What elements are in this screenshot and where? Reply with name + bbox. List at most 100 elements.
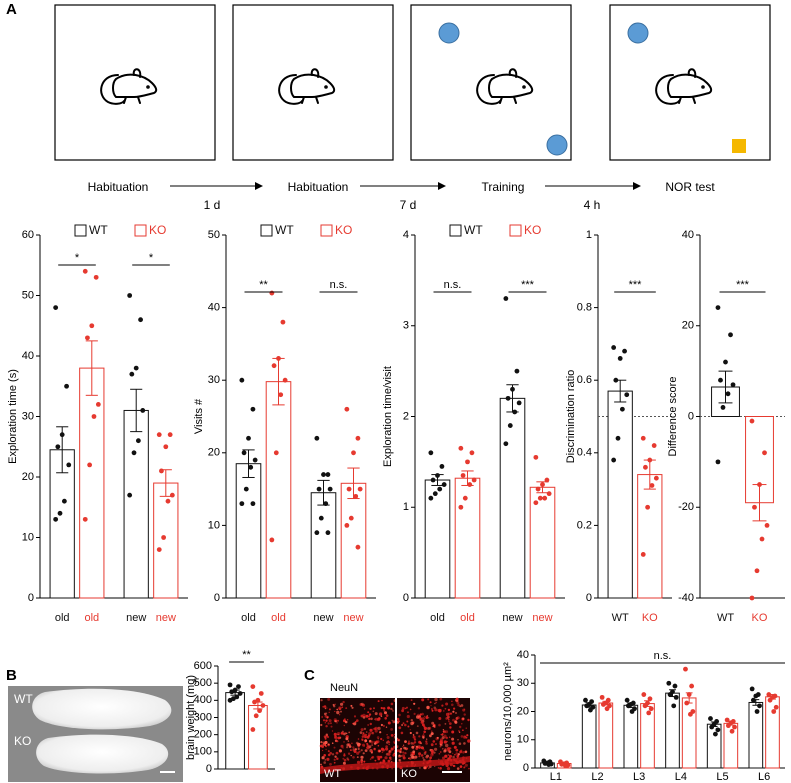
cell (419, 717, 423, 721)
data-point (715, 459, 721, 465)
cell (365, 731, 368, 733)
x-tick-label: new (313, 612, 333, 624)
cell (398, 726, 402, 730)
x-tick-label: old (84, 612, 99, 624)
cell (361, 735, 364, 738)
cell (387, 759, 391, 763)
cell (413, 712, 416, 716)
cell (328, 711, 330, 713)
cell (414, 755, 418, 759)
significance-label: *** (736, 279, 750, 291)
cell (340, 702, 344, 706)
cell (385, 726, 388, 728)
object-circle (438, 22, 460, 44)
cell (346, 719, 349, 721)
cell (415, 747, 419, 750)
data-point (87, 462, 93, 468)
data-point (156, 547, 162, 552)
cell (452, 755, 455, 759)
cell (439, 746, 441, 748)
cell (331, 753, 335, 756)
cell (413, 738, 417, 741)
cell (378, 750, 381, 753)
cell (468, 767, 470, 770)
cell (412, 748, 414, 750)
cell (367, 711, 370, 714)
cell (337, 719, 339, 722)
cell (353, 722, 357, 726)
significance-label: n.s. (654, 650, 672, 662)
arena (54, 4, 216, 161)
data-point (271, 363, 277, 369)
cell (373, 747, 377, 751)
cell (365, 734, 368, 736)
cell (329, 762, 332, 766)
cell (431, 709, 434, 712)
data-point (135, 438, 141, 444)
cell (402, 722, 405, 725)
cell (448, 750, 452, 754)
data-point (667, 692, 673, 697)
data-point (622, 348, 627, 354)
y-tick-label: 600 (194, 660, 212, 672)
cell (322, 749, 324, 752)
cell (427, 727, 430, 730)
cell (338, 707, 342, 711)
y-tick-label: 10 (208, 519, 220, 531)
data-point (542, 761, 548, 766)
data-point (583, 697, 588, 703)
interval-label: 7 d (400, 198, 417, 212)
cell (449, 736, 451, 738)
x-tick-label: new (502, 612, 522, 624)
data-point (546, 491, 552, 497)
x-tick-label: WT (612, 612, 629, 624)
cell (434, 747, 438, 751)
x-tick-label: KO (642, 612, 658, 624)
y-tick-label: 400 (194, 694, 212, 706)
data-point (730, 382, 736, 388)
cell (423, 733, 425, 735)
data-point (248, 464, 254, 470)
cell (343, 758, 347, 762)
cell (447, 712, 451, 716)
cell (382, 724, 385, 728)
cell (369, 707, 372, 710)
data-point (725, 723, 731, 729)
y-tick-label: -20 (678, 501, 694, 513)
cell (438, 717, 442, 720)
cell (464, 735, 466, 738)
bar (79, 367, 105, 599)
cell (398, 759, 401, 761)
error-bar (85, 340, 98, 396)
cell (444, 723, 447, 725)
x-tick-label: L5 (716, 771, 728, 783)
bar (225, 692, 245, 770)
cell (412, 742, 415, 745)
data-point (766, 692, 772, 697)
cell (346, 757, 349, 760)
cell (368, 717, 371, 721)
cell (423, 730, 427, 734)
cell (324, 712, 327, 716)
cell (467, 718, 470, 722)
y-tick-label: 200 (194, 729, 212, 741)
cell (343, 741, 345, 743)
data-point (732, 724, 737, 730)
cell (390, 702, 394, 706)
significance-label: *** (521, 279, 535, 291)
cell (443, 731, 445, 733)
cell (371, 756, 373, 759)
cell (356, 756, 359, 758)
cell (455, 748, 459, 752)
cell (430, 749, 434, 753)
cell (333, 718, 337, 722)
object-circle (546, 134, 568, 156)
cell (422, 757, 424, 759)
legend-swatch (320, 224, 333, 237)
y-tick-label: 2 (403, 410, 409, 422)
cell (452, 752, 454, 755)
cell (362, 752, 365, 755)
cell (379, 755, 383, 759)
bar (499, 397, 526, 599)
data-point (430, 477, 436, 483)
